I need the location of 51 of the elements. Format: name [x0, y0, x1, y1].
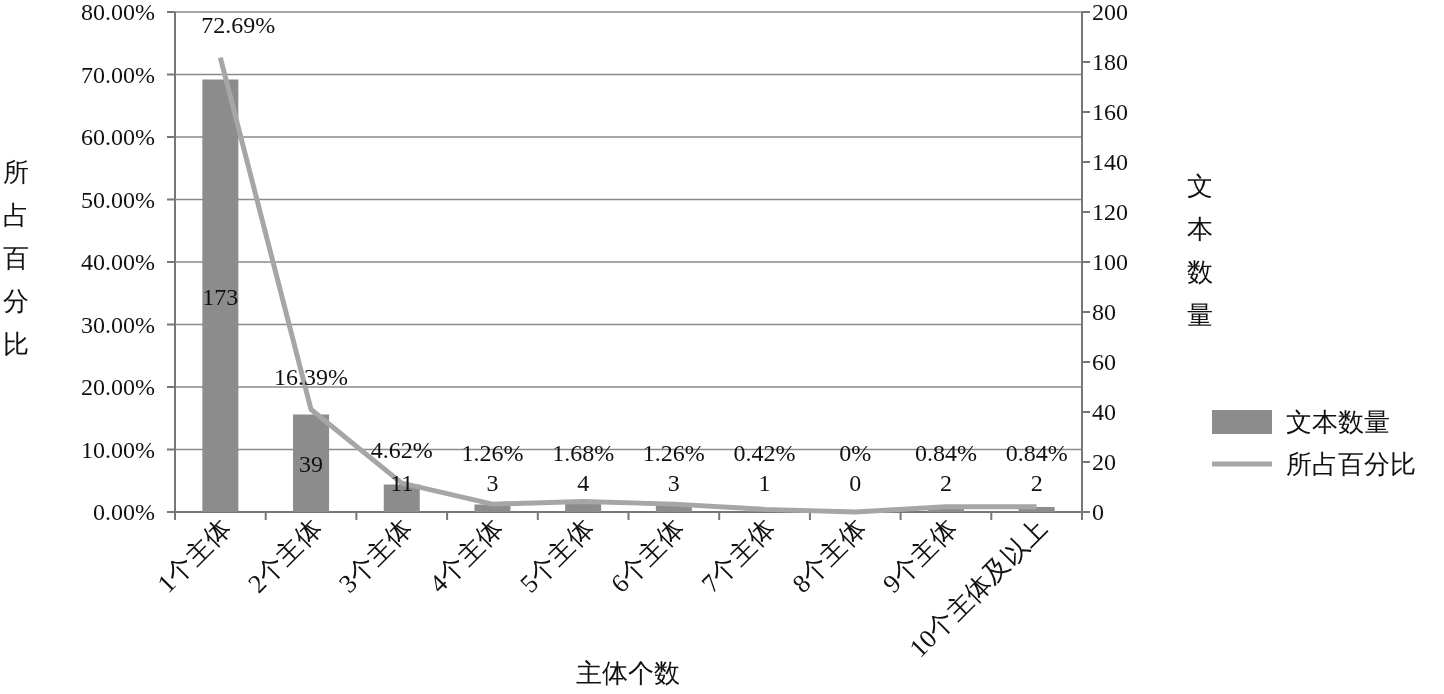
data-label: 16.39% — [274, 363, 349, 390]
data-label: 1.68% — [552, 440, 615, 466]
x-axis-title: 主体个数 — [576, 659, 680, 688]
x-tick-label: 3个主体 — [333, 513, 418, 599]
data-label: 0.84% — [914, 440, 977, 466]
x-tick-label: 6个主体 — [605, 513, 691, 599]
y-tick-label: 60.00% — [81, 124, 155, 150]
y2-tick-label: 80 — [1092, 299, 1116, 325]
data-label: 4.62% — [370, 437, 433, 464]
legend-label: 所占百分比 — [1286, 450, 1416, 479]
data-label: 3 — [667, 470, 680, 496]
data-label: 72.69% — [201, 11, 276, 38]
data-label: 1 — [758, 470, 771, 496]
y-tick-label: 70.00% — [81, 61, 155, 88]
y2-tick-label: 180 — [1092, 49, 1128, 75]
y2-tick-label: 0 — [1092, 499, 1104, 525]
data-label: 1.26% — [642, 440, 705, 466]
data-label: 1.26% — [461, 440, 524, 466]
data-label: 2 — [1030, 470, 1043, 496]
y-tick-label: 40.00% — [81, 249, 155, 275]
data-label: 2 — [939, 470, 952, 496]
data-label: 0.42% — [733, 440, 796, 466]
data-label: 0 — [849, 470, 862, 496]
y2-tick-label: 20 — [1092, 449, 1116, 475]
y-tick-label: 20.00% — [81, 374, 155, 400]
x-tick-label: 7个主体 — [695, 513, 781, 599]
y-axis-title: 所占百分比 — [3, 158, 29, 359]
data-label: 3 — [486, 470, 499, 496]
data-label: 173 — [202, 283, 239, 310]
x-tick-label: 2个主体 — [242, 513, 328, 599]
y2-tick-label: 120 — [1092, 199, 1128, 225]
y-tick-label: 50.00% — [81, 186, 155, 213]
data-label: 4 — [577, 470, 590, 496]
y-tick-label: 30.00% — [81, 311, 155, 338]
y2-tick-label: 140 — [1092, 149, 1128, 175]
x-tick-label: 4个主体 — [423, 513, 509, 599]
y2-tick-label: 100 — [1092, 249, 1128, 275]
data-label: 39 — [299, 451, 324, 478]
x-tick-label: 8个主体 — [786, 513, 872, 599]
y2-tick-label: 160 — [1092, 99, 1128, 125]
y2-tick-label: 40 — [1092, 399, 1116, 425]
y-tick-label: 0.00% — [93, 499, 155, 525]
data-label: 0.84% — [1005, 440, 1068, 466]
y-tick-label: 80.00% — [81, 0, 155, 25]
y-tick-label: 10.00% — [81, 436, 155, 463]
x-tick-label: 5个主体 — [514, 513, 600, 599]
legend-label: 文本数量 — [1286, 408, 1390, 437]
y2-tick-label: 200 — [1092, 0, 1128, 25]
data-label: 0% — [839, 440, 872, 466]
y2-tick-label: 60 — [1092, 349, 1116, 375]
y2-axis-title: 文本数量 — [1187, 171, 1213, 330]
